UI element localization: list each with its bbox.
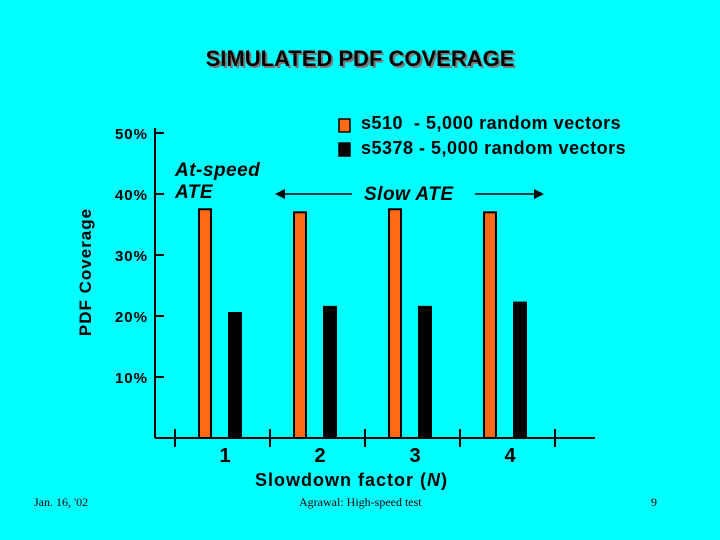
x-tick-label: 4 xyxy=(504,445,516,467)
bar-s5378 xyxy=(418,305,432,439)
bar-s510 xyxy=(293,211,307,439)
y-tick-label: 30% xyxy=(115,248,148,265)
bar-s510 xyxy=(198,208,212,439)
x-axis-label: Slowdown factor (N) xyxy=(255,470,448,491)
x-tick-label: 1 xyxy=(219,445,230,467)
bar-s5378 xyxy=(228,311,242,440)
footer-author: Agrawal: High-speed test xyxy=(299,495,422,509)
footer-page-number: 9 xyxy=(651,495,657,509)
legend-swatch-s5378 xyxy=(338,142,351,157)
y-tick-label: 40% xyxy=(115,187,148,204)
slow-ate-arrowhead-right xyxy=(534,189,544,199)
at-speed-line2: ATE xyxy=(175,182,214,203)
slide-title: SIMULATED PDF COVERAGE xyxy=(205,46,515,71)
x-axis-label-suffix: ) xyxy=(441,470,448,490)
at-speed-annotation: At-speed ATE xyxy=(175,160,260,204)
legend-swatch-s510 xyxy=(338,118,351,133)
bar-s5378 xyxy=(323,305,337,439)
footer-date: Jan. 16, '02 xyxy=(34,495,89,509)
y-tick-label: 10% xyxy=(115,370,148,387)
bar-s5378 xyxy=(513,301,527,439)
x-axis-label-var: N xyxy=(427,470,441,490)
bar-s510 xyxy=(388,208,402,439)
x-tick-label: 3 xyxy=(409,445,420,467)
legend-label-s5378: s5378 - 5,000 random vectors xyxy=(361,138,627,158)
at-speed-line1: At-speed xyxy=(175,160,261,181)
slow-ate-annotation: Slow ATE xyxy=(364,184,454,205)
y-tick-label: 50% xyxy=(115,126,148,143)
x-tick-label: 2 xyxy=(314,445,325,467)
slow-ate-arrowhead-left xyxy=(275,189,285,199)
y-tick-label: 20% xyxy=(115,309,148,326)
bar-s510 xyxy=(483,211,497,439)
x-axis-label-prefix: Slowdown factor ( xyxy=(255,470,427,490)
legend-label-s510: s510 - 5,000 random vectors xyxy=(361,113,622,133)
